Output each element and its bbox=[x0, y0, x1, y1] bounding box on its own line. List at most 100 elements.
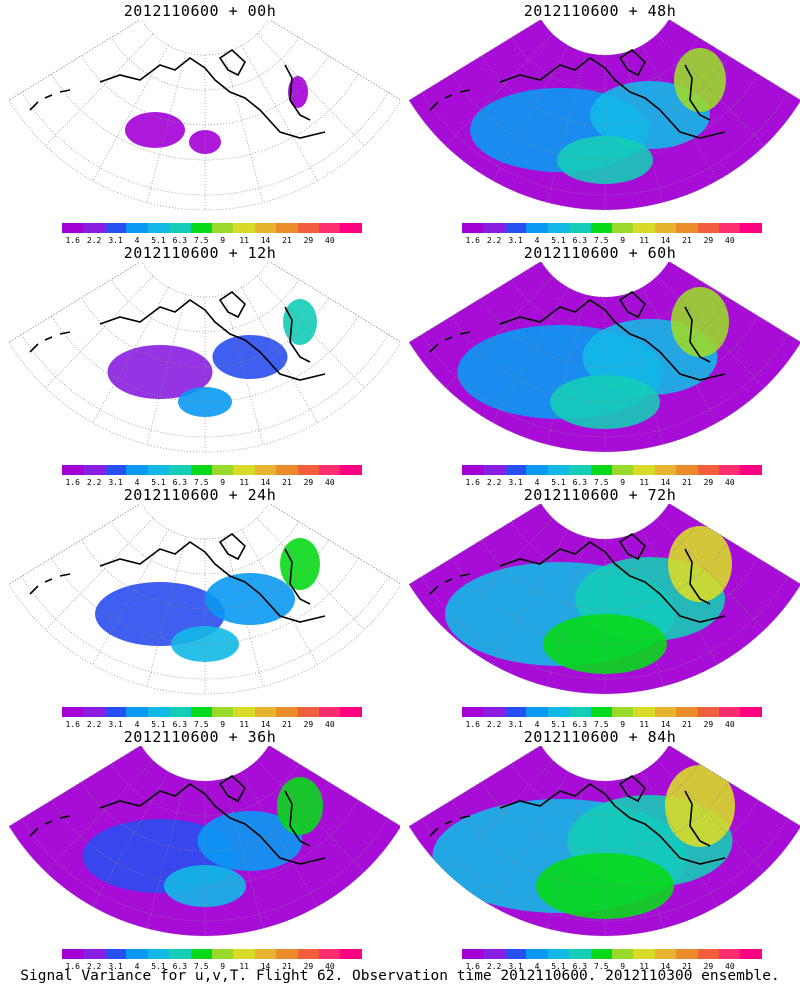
map-plot bbox=[408, 262, 800, 453]
colorbar-tick-label: 40 bbox=[325, 236, 335, 245]
colorbar-tick-label: 11 bbox=[639, 478, 649, 487]
colorbar bbox=[462, 223, 762, 233]
colorbar-tick-label: 21 bbox=[682, 720, 692, 729]
colorbar-swatch bbox=[211, 223, 234, 233]
colorbar-swatch bbox=[297, 949, 320, 959]
colorbar-swatch bbox=[83, 707, 105, 717]
coastline bbox=[429, 290, 726, 381]
colorbar-tick-label: 1.6 bbox=[65, 236, 80, 245]
colorbar-swatch bbox=[169, 465, 191, 475]
map-panel: 2012110600 + 12h 1.6 2.2 3.1 4 5.1 6.3 7.5 9 11 14… bbox=[0, 242, 400, 487]
colorbar-swatch bbox=[697, 465, 720, 475]
colorbar-swatch bbox=[319, 707, 341, 717]
colorbar-swatch bbox=[526, 465, 548, 475]
colorbar-swatch bbox=[676, 465, 698, 475]
colorbar-swatch bbox=[190, 707, 212, 717]
map-plot bbox=[408, 20, 800, 211]
colorbar-swatch bbox=[483, 465, 505, 475]
colorbar-tick-label: 4 bbox=[134, 720, 140, 729]
colorbar-tick-label: 40 bbox=[325, 478, 335, 487]
colorbar-tick-label: 11 bbox=[639, 236, 649, 245]
colorbar-tick-label: 3.1 bbox=[508, 478, 523, 487]
coastline bbox=[29, 774, 326, 865]
map-plot bbox=[8, 746, 400, 937]
colorbar-tick-label: 5.1 bbox=[151, 478, 166, 487]
colorbar-swatch bbox=[569, 707, 591, 717]
colorbar-swatch bbox=[211, 707, 234, 717]
colorbar-swatch bbox=[526, 223, 548, 233]
colorbar-swatch bbox=[211, 465, 234, 475]
colorbar-tick-label: 6.3 bbox=[172, 962, 188, 971]
graticule bbox=[408, 262, 800, 453]
colorbar-tick-label: 21 bbox=[682, 478, 692, 487]
colorbar-swatch bbox=[297, 707, 320, 717]
colorbar-tick-label: 14 bbox=[660, 478, 671, 487]
colorbar-swatch bbox=[633, 949, 655, 959]
panel-title: 2012110600 + 00h bbox=[123, 2, 277, 20]
colorbar-swatch bbox=[654, 949, 677, 959]
colorbar-tick-label: 1.6 bbox=[465, 478, 480, 487]
colorbar-swatch bbox=[319, 949, 341, 959]
colorbar-tick-label: 7.5 bbox=[594, 236, 609, 245]
colorbar-tick-label: 7.5 bbox=[194, 236, 209, 245]
colorbar-tick-label: 4 bbox=[534, 236, 540, 245]
colorbar-tick-label: 1.6 bbox=[65, 962, 80, 971]
colorbar-tick-label: 7.5 bbox=[594, 720, 609, 729]
colorbar-tick-label: 3.1 bbox=[508, 720, 523, 729]
coastline bbox=[429, 532, 726, 623]
colorbar-swatch bbox=[483, 223, 505, 233]
colorbar-tick-label: 9 bbox=[620, 962, 626, 971]
colorbar-swatch bbox=[62, 465, 84, 475]
colorbar-swatch bbox=[297, 465, 320, 475]
colorbar-ticks: 1.6 2.2 3.1 4 5.1 6.3 7.5 9 11 14 21 29 40 bbox=[462, 720, 762, 730]
colorbar-swatch bbox=[697, 707, 720, 717]
colorbar-swatch bbox=[104, 465, 127, 475]
colorbar-tick-label: 14 bbox=[660, 720, 671, 729]
colorbar-tick-label: 21 bbox=[282, 720, 292, 729]
colorbar-tick-label: 6.3 bbox=[172, 478, 188, 487]
colorbar-swatch bbox=[569, 223, 591, 233]
colorbar-swatch bbox=[276, 707, 298, 717]
colorbar-swatch bbox=[169, 707, 191, 717]
colorbar-swatch bbox=[740, 949, 762, 959]
colorbar-swatch bbox=[254, 465, 277, 475]
coastline bbox=[29, 532, 326, 623]
colorbar-tick-label: 14 bbox=[260, 720, 271, 729]
colorbar-swatch bbox=[611, 949, 634, 959]
coastline bbox=[29, 290, 326, 381]
colorbar-tick-label: 14 bbox=[660, 962, 671, 971]
colorbar-swatch bbox=[590, 223, 612, 233]
colorbar bbox=[62, 223, 362, 233]
colorbar-swatch bbox=[569, 465, 591, 475]
variance-field bbox=[107, 299, 317, 417]
colorbar-tick-label: 14 bbox=[260, 236, 271, 245]
colorbar-tick-label: 29 bbox=[303, 720, 314, 729]
colorbar-swatch bbox=[611, 465, 634, 475]
colorbar-swatch bbox=[740, 223, 762, 233]
colorbar-tick-label: 40 bbox=[725, 236, 735, 245]
colorbar-tick-label: 2.2 bbox=[86, 962, 102, 971]
colorbar-tick-label: 29 bbox=[303, 962, 314, 971]
colorbar-swatch bbox=[633, 223, 655, 233]
map-plot bbox=[408, 504, 800, 695]
colorbar-tick-label: 3.1 bbox=[108, 478, 123, 487]
colorbar-tick-label: 2.2 bbox=[486, 720, 502, 729]
variance-field bbox=[408, 746, 800, 936]
colorbar-tick-label: 3.1 bbox=[108, 236, 123, 245]
colorbar-ticks: 1.6 2.2 3.1 4 5.1 6.3 7.5 9 11 14 21 29 40 bbox=[62, 478, 362, 488]
colorbar-swatch bbox=[547, 707, 570, 717]
colorbar-swatch bbox=[254, 707, 277, 717]
colorbar-swatch bbox=[483, 949, 505, 959]
figure-caption: Signal Variance for u,v,T. Flight 62. Ob… bbox=[20, 968, 780, 984]
colorbar-tick-label: 29 bbox=[703, 478, 714, 487]
colorbar-tick-label: 3.1 bbox=[108, 962, 123, 971]
panel-title: 2012110600 + 84h bbox=[523, 728, 677, 746]
colorbar-swatch bbox=[126, 707, 148, 717]
colorbar-swatch bbox=[147, 223, 170, 233]
colorbar-swatch bbox=[276, 465, 298, 475]
colorbar bbox=[62, 465, 362, 475]
colorbar-swatch bbox=[462, 949, 484, 959]
colorbar-swatch bbox=[126, 949, 148, 959]
colorbar-ticks: 1.6 2.2 3.1 4 5.1 6.3 7.5 9 11 14 21 29 40 bbox=[62, 236, 362, 246]
variance-field bbox=[408, 504, 800, 694]
